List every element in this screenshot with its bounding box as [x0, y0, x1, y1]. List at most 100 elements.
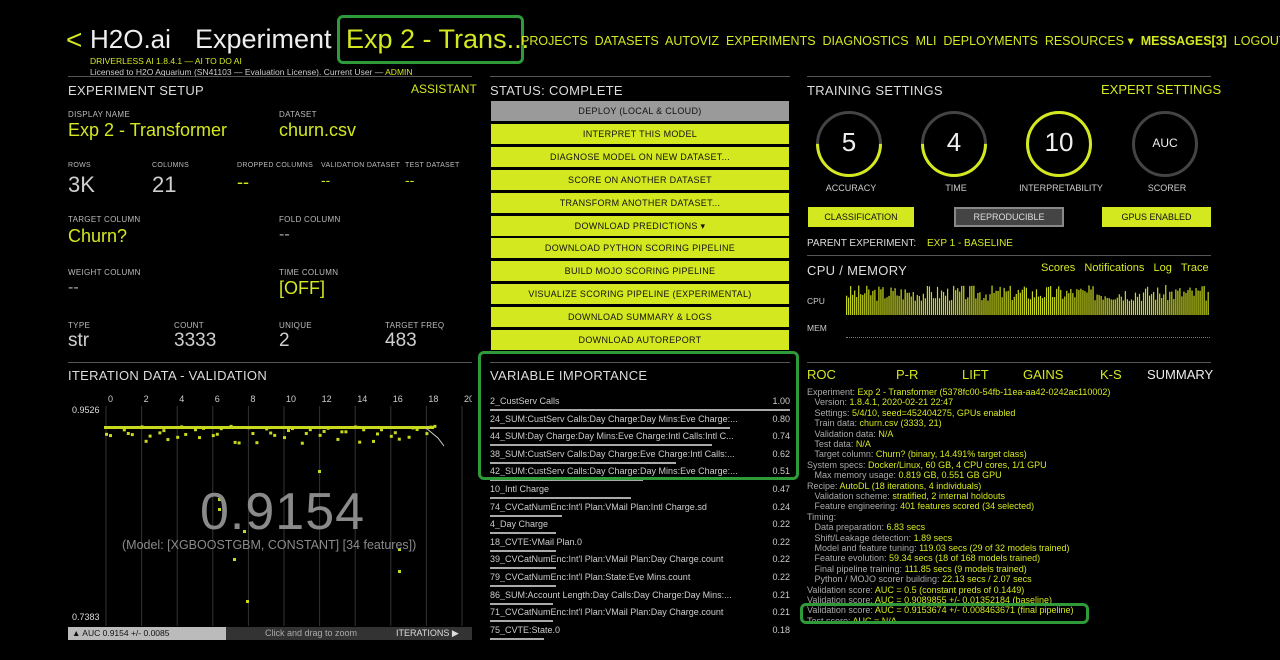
cpu-bar [936, 286, 939, 315]
cpu-bar [1070, 289, 1072, 315]
cpu-bar [957, 288, 959, 315]
back-chevron-icon[interactable]: < [66, 24, 83, 55]
logo[interactable]: H2O.ai [90, 24, 171, 54]
tab-scores[interactable]: Scores [1041, 262, 1076, 274]
status-button-1[interactable]: INTERPRET THIS MODEL [491, 123, 789, 144]
reproducible-button[interactable]: REPRODUCIBLE [954, 207, 1064, 227]
tab-summary[interactable]: SUMMARY [1147, 367, 1214, 382]
varimp-row[interactable]: 10_Intl Charge 0.47 [490, 482, 790, 499]
cpu-bar [1193, 295, 1195, 315]
nav-messages[interactable]: MESSAGES[3] [1140, 34, 1227, 48]
iteration-point [144, 439, 148, 443]
iteration-plot[interactable]: 0 2 4 6 8 10 12 14 16 18 20 [68, 390, 474, 642]
cpu-bar [910, 296, 912, 315]
iteration-point [158, 431, 162, 435]
assistant-link[interactable]: ASSISTANT [411, 82, 477, 96]
fold-column-value[interactable]: -- [279, 226, 290, 243]
tab-trace[interactable]: Trace [1180, 262, 1209, 274]
status-button-8[interactable]: VISUALIZE SCORING PIPELINE (EXPERIMENTAL… [491, 284, 789, 305]
cpu-label: CPU [807, 296, 825, 306]
auc-legend[interactable]: ▲ AUC 0.9154 +/- 0.0085 [68, 627, 226, 640]
varimp-row[interactable]: 38_SUM:CustServ Calls:Day Charge:Eve Cha… [490, 447, 790, 464]
cpu-bar [850, 286, 852, 315]
test-dataset-value[interactable]: -- [405, 172, 415, 188]
nav-deployments[interactable]: DEPLOYMENTS [943, 34, 1038, 48]
nav-mli[interactable]: MLI [915, 34, 937, 48]
cpu-bar [983, 298, 985, 315]
tab-lift[interactable]: LIFT [962, 367, 989, 382]
validation-dataset-value[interactable]: -- [321, 172, 331, 188]
status-button-0[interactable]: DEPLOY (LOCAL & CLOUD) [491, 101, 789, 121]
y-max-label: 0.9526 [72, 405, 100, 415]
varimp-row[interactable]: 79_CVCatNumEnc:Int'l Plan:State:Eve Mins… [490, 570, 790, 587]
dropped-columns-value[interactable]: -- [237, 172, 249, 192]
parent-experiment-link[interactable]: EXP 1 - BASELINE [927, 238, 1013, 249]
varimp-value: 0.80 [772, 413, 790, 424]
cpu-bar [886, 297, 888, 315]
status-button-6[interactable]: DOWNLOAD PYTHON SCORING PIPELINE [491, 238, 789, 259]
cpu-bar [856, 296, 858, 315]
nav-autoviz[interactable]: AUTOVIZ [665, 34, 719, 48]
status-button-3[interactable]: SCORE ON ANOTHER DATASET [491, 169, 789, 190]
cpu-bar [924, 298, 926, 315]
dial-scorer[interactable] [1132, 111, 1198, 177]
nav-logout[interactable]: LOGOUT [1233, 34, 1280, 48]
status-button-9[interactable]: DOWNLOAD SUMMARY & LOGS [491, 307, 789, 328]
tab-log[interactable]: Log [1153, 262, 1172, 274]
cpu-bar [880, 289, 882, 315]
iteration-chart[interactable]: 0 2 4 6 8 10 12 14 16 18 20 [68, 390, 474, 642]
dial-interpretability[interactable] [1026, 111, 1092, 177]
cpu-bar [1146, 286, 1149, 315]
status-button-2[interactable]: DIAGNOSE MODEL ON NEW DATASET... [491, 146, 789, 167]
iteration-point [376, 432, 379, 436]
varimp-row[interactable]: 42_SUM:CustServ Calls:Day Charge:Day Min… [490, 464, 790, 482]
summary-line: Feature evolution: 59.34 secs (18 of 168… [807, 553, 1041, 564]
cpu-bar [926, 286, 928, 315]
status-button-5[interactable]: DOWNLOAD PREDICTIONS ▾ [491, 215, 789, 236]
nav-diagnostics[interactable]: DIAGNOSTICS [822, 34, 909, 48]
expert-settings-link[interactable]: EXPERT SETTINGS [1101, 82, 1222, 97]
varimp-row[interactable]: 2_CustServ Calls 1.00 [490, 394, 790, 411]
nav-projects[interactable]: PROJECTS [521, 34, 588, 48]
dial-accuracy[interactable] [802, 97, 896, 191]
iteration-point [287, 429, 290, 433]
nav-experiments[interactable]: EXPERIMENTS [725, 34, 816, 48]
nav-resources[interactable]: RESOURCES ▾ [1044, 34, 1134, 48]
tab-pr[interactable]: P-R [896, 367, 919, 382]
target-column-value[interactable]: Churn? [68, 226, 128, 246]
display-name-value[interactable]: Exp 2 - Transformer [68, 120, 228, 140]
tab-roc[interactable]: ROC [807, 367, 836, 382]
dataset-value[interactable]: churn.csv [279, 120, 357, 140]
varimp-row[interactable]: 74_CVCatNumEnc:Int'l Plan:VMail Plan:Int… [490, 500, 790, 517]
dial-time[interactable] [907, 97, 1001, 191]
varimp-row[interactable]: 86_SUM:Account Length:Day Calls:Day Char… [490, 588, 790, 605]
cpu-bar [1088, 285, 1090, 315]
varimp-row[interactable]: 75_CVTE:State.0 0.18 [490, 623, 790, 640]
gpus-enabled-button[interactable]: GPUS ENABLED [1102, 207, 1211, 227]
time-column-value[interactable]: [OFF] [279, 278, 325, 298]
varimp-row[interactable]: 71_CVCatNumEnc:Int'l Plan:VMail Plan:Day… [490, 605, 790, 623]
fold-column-label: FOLD COLUMN [279, 215, 341, 224]
summary-line: Experiment: Exp 2 - Transformer (5378fc0… [807, 387, 1110, 398]
tab-notifications[interactable]: Notifications [1084, 262, 1145, 274]
status-button-4[interactable]: TRANSFORM ANOTHER DATASET... [491, 192, 789, 213]
summary-key: Max memory usage: [807, 470, 899, 481]
classification-button[interactable]: CLASSIFICATION [808, 207, 914, 227]
tab-ks[interactable]: K-S [1100, 367, 1122, 382]
varimp-row[interactable]: 4_Day Charge 0.22 [490, 517, 790, 535]
weight-column-value[interactable]: -- [68, 279, 79, 296]
tab-gains[interactable]: GAINS [1023, 367, 1064, 382]
varimp-row[interactable]: 18_CVTE:VMail Plan.0 0.22 [490, 535, 790, 552]
nav-datasets[interactable]: DATASETS [594, 34, 659, 48]
status-button-10[interactable]: DOWNLOAD AUTOREPORT [491, 330, 789, 350]
summary-line: Validation scheme: stratified, 2 interna… [807, 491, 1005, 502]
cpu-bar [1153, 291, 1155, 315]
varimp-row[interactable]: 44_SUM:Day Charge:Day Mins:Eve Charge:In… [490, 429, 790, 447]
varimp-row[interactable]: 39_CVCatNumEnc:Int'l Plan:VMail Plan:Day… [490, 552, 790, 570]
cpu-bar [890, 287, 892, 315]
x-tick-label: 8 [250, 394, 255, 404]
iterations-link[interactable]: ITERATIONS ▶ [396, 627, 472, 640]
varimp-row[interactable]: 24_SUM:CustServ Calls:Day Charge:Day Min… [490, 412, 790, 429]
status-button-7[interactable]: BUILD MOJO SCORING PIPELINE [491, 261, 789, 282]
summary-key: Data preparation: [807, 522, 887, 533]
